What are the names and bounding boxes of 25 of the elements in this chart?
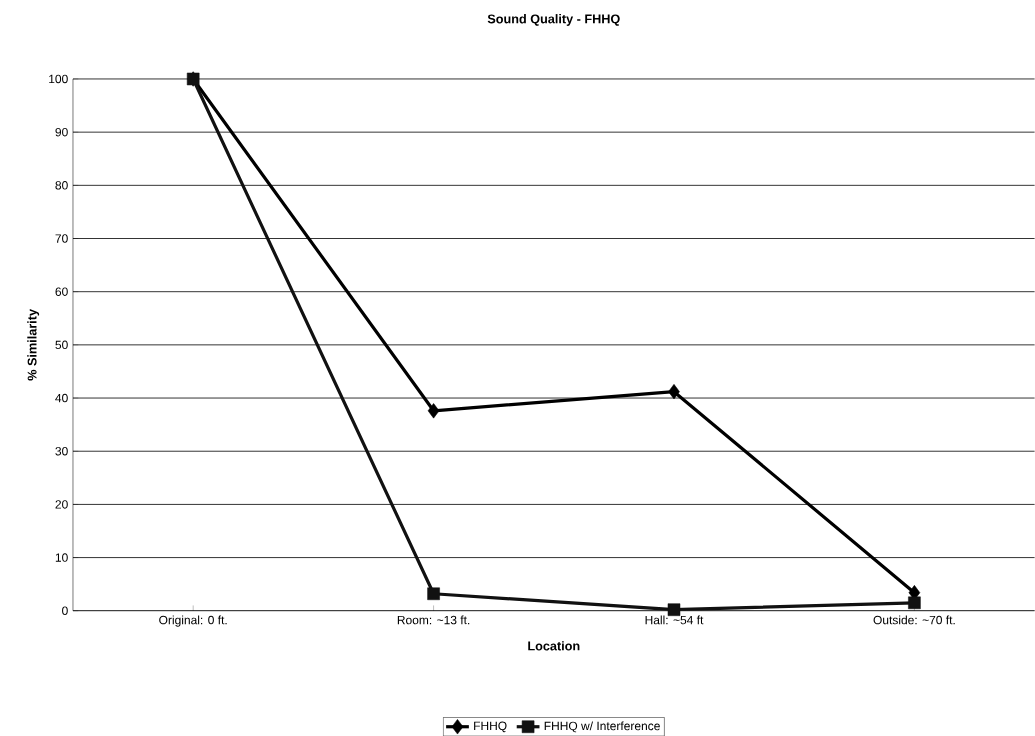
point xyxy=(427,403,440,419)
x-tick-label: Original: 0 ft. xyxy=(159,615,227,627)
x-tick-label: Outside: ~70 ft. xyxy=(873,615,955,625)
x-axis-title: Location xyxy=(528,640,580,651)
y-tick-label: 90 xyxy=(55,127,68,137)
legend-label: FHHQ w/ Interference xyxy=(544,721,660,733)
point xyxy=(908,596,921,609)
y-tick-label: 0 xyxy=(62,606,68,615)
point xyxy=(427,587,440,600)
y-tick-label: 70 xyxy=(55,234,68,243)
y-tick-label: 60 xyxy=(55,287,68,296)
point xyxy=(667,603,681,616)
x-tick-label: Room: ~13 ft. xyxy=(397,615,470,625)
y-tick-label: 30 xyxy=(55,446,68,456)
y-tick-label: 40 xyxy=(55,393,68,403)
y-tick-label: 20 xyxy=(55,499,68,509)
point xyxy=(668,383,680,400)
y-axis-title: % Similarity xyxy=(27,308,40,381)
legend-label: FHHQ xyxy=(474,721,507,733)
y-tick-label: 80 xyxy=(55,180,68,190)
x-tick-label: Hall: ~54 ft xyxy=(645,615,704,625)
y-tick-label: 100 xyxy=(49,74,68,84)
chart-title: Sound Quality - FHHQ xyxy=(487,13,620,26)
y-tick-label: 10 xyxy=(55,553,68,562)
y-tick-label: 50 xyxy=(55,340,68,349)
